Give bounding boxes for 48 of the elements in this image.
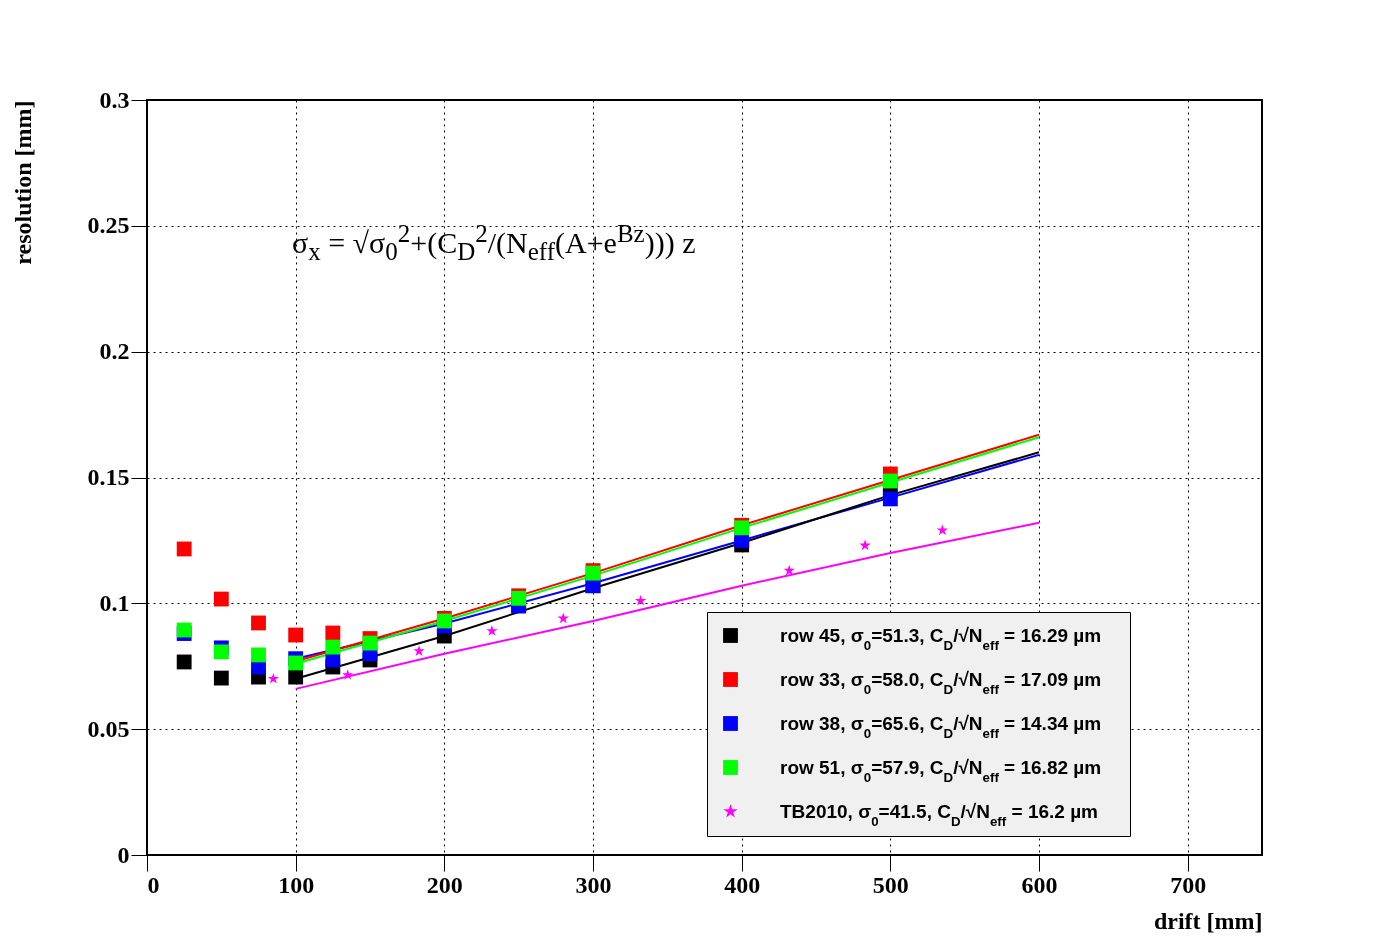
legend-label: row 38, σ$_{0}$=65.6, C$_{D}$/√N$_{eff}$ = 14.34 µm bbox=[780, 712, 1102, 740]
point bbox=[413, 645, 425, 656]
y-axis-title: resolution [mm] bbox=[9, 100, 36, 265]
point bbox=[325, 625, 341, 641]
x-tick-label: 400 bbox=[724, 871, 761, 898]
point bbox=[288, 627, 304, 643]
y-tick-label: 0.15 bbox=[87, 464, 130, 490]
point bbox=[634, 594, 647, 606]
y-tick-label: 0 bbox=[117, 841, 130, 868]
legend-label: row 33, σ$_{0}$=58.0, C$_{D}$/√N$_{eff}$ = 17.09 µm bbox=[780, 668, 1102, 696]
point bbox=[267, 672, 279, 684]
point bbox=[859, 539, 871, 551]
point bbox=[783, 564, 795, 576]
point bbox=[557, 612, 569, 624]
point bbox=[176, 622, 192, 638]
y-tick-label: 0.3 bbox=[99, 86, 130, 113]
point bbox=[325, 639, 341, 655]
y-tick-label: 0.25 bbox=[87, 212, 130, 239]
point bbox=[288, 655, 304, 671]
point bbox=[251, 615, 266, 631]
point bbox=[936, 524, 948, 536]
y-tick-label: 0.1 bbox=[99, 589, 130, 616]
point bbox=[882, 491, 898, 507]
point bbox=[251, 647, 266, 663]
y-tick-label: 0.05 bbox=[87, 715, 130, 742]
text: σ$_{x}$ = √σ$_{0}$$^{2}$+(C$_{D}$$^{2}$/(N$_{eff}$(A+e$^{Bz}$))) z bbox=[292, 220, 696, 265]
x-tick-label: 0 bbox=[147, 871, 160, 898]
point bbox=[213, 591, 229, 607]
x-tick-label: 700 bbox=[1170, 871, 1207, 898]
x-tick-label: 600 bbox=[1021, 871, 1058, 898]
legend-label: row 45, σ$_{0}$=51.3, C$_{D}$/√N$_{eff}$ = 16.29 µm bbox=[780, 624, 1102, 652]
x-tick-label: 300 bbox=[575, 871, 612, 898]
x-axis-title: drift [mm] bbox=[1153, 907, 1263, 934]
point bbox=[176, 654, 192, 670]
point bbox=[213, 644, 229, 660]
legend-label: TB2010, σ$_{0}$=41.5, C$_{D}$/√N$_{eff}$ = 16.2 µm bbox=[780, 800, 1098, 828]
y-tick-label: 0.2 bbox=[99, 338, 130, 365]
point bbox=[176, 541, 192, 557]
point bbox=[362, 635, 378, 651]
point bbox=[342, 669, 354, 680]
x-tick-label: 500 bbox=[872, 871, 909, 898]
point bbox=[213, 670, 229, 686]
point bbox=[288, 669, 304, 685]
x-tick-label: 200 bbox=[426, 871, 463, 898]
legend-label: row 51, σ$_{0}$=57.9, C$_{D}$/√N$_{eff}$ = 16.82 µm bbox=[780, 756, 1102, 784]
point bbox=[486, 625, 498, 636]
x-tick-label: 100 bbox=[278, 871, 315, 898]
point bbox=[882, 473, 898, 489]
